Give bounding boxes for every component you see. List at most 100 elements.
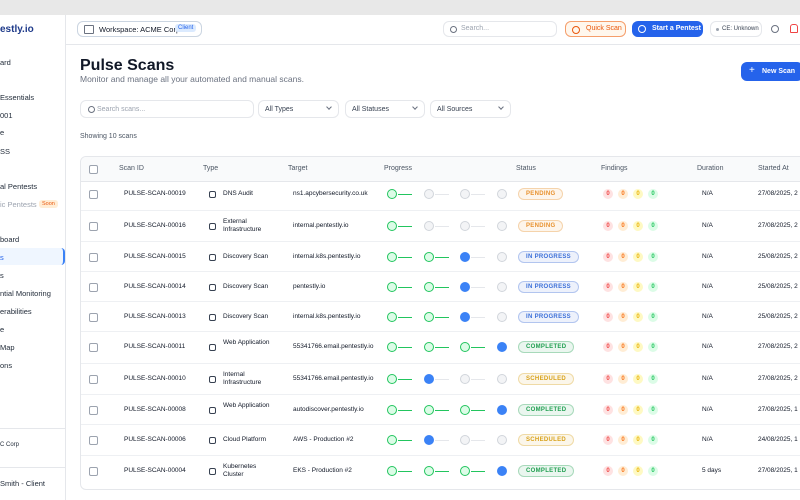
duration: N/A <box>702 436 713 443</box>
progress-step <box>460 405 470 415</box>
type-icon <box>209 437 216 444</box>
progress-step <box>387 374 397 384</box>
finding-count: 0 <box>603 221 613 231</box>
progress-connector <box>434 379 449 380</box>
scan-type: Internal Infrastructure <box>223 371 262 386</box>
status-badge: SCHEDULED <box>518 373 575 385</box>
nav-item[interactable]: 001 <box>0 111 13 120</box>
ce-status[interactable]: CE: Unknown <box>710 21 762 37</box>
column-header: Progress <box>384 165 413 172</box>
chevron <box>326 104 332 110</box>
progress-step <box>423 466 434 476</box>
progress-step <box>496 312 507 322</box>
nav-item[interactable]: Map <box>0 343 15 352</box>
started-at: 25/08/2025, 2 <box>758 283 798 290</box>
help-icon[interactable] <box>771 25 779 33</box>
search-placeholder: Search scans... <box>97 106 146 113</box>
scan-id: PULSE-SCAN-00019 <box>124 190 186 197</box>
filter-label: All Sources <box>437 106 473 113</box>
duration: 5 days <box>702 467 722 474</box>
user-name[interactable]: Smith - Client <box>0 479 46 488</box>
progress-connector <box>398 410 412 411</box>
nav-item[interactable]: Essentials <box>0 93 35 102</box>
checkbox[interactable] <box>89 222 98 231</box>
button-label: New Scan <box>762 68 796 75</box>
progress-step <box>387 342 397 352</box>
checkbox[interactable] <box>89 313 98 322</box>
type-icon <box>209 223 216 230</box>
nav-item[interactable]: e <box>0 128 5 137</box>
quick-scan-button[interactable]: Quick Scan <box>565 21 626 37</box>
progress-connector <box>434 410 449 411</box>
search-placeholder: Search... <box>461 25 490 32</box>
progress-step <box>387 221 397 231</box>
column-header: Scan ID <box>119 165 144 172</box>
start-pentest-button[interactable]: Start a Pentest <box>632 21 703 37</box>
nav-item[interactable]: s <box>0 271 4 280</box>
duration: N/A <box>702 253 713 260</box>
result-count: Showing 10 scans <box>80 133 137 140</box>
status-badge: IN PROGRESS <box>518 281 579 293</box>
target: 55341766.email.pentestly.io <box>293 343 374 350</box>
notification-icon[interactable] <box>790 24 798 33</box>
finding-count: 0 <box>618 435 628 445</box>
search-box[interactable]: Search... <box>443 21 557 37</box>
scan-id: PULSE-SCAN-00016 <box>124 222 186 229</box>
target: autodiscover.pentestly.io <box>293 406 364 413</box>
progress-step <box>496 435 507 445</box>
progress-connector <box>434 257 449 258</box>
checkbox[interactable] <box>89 283 98 292</box>
progress-step <box>387 189 397 199</box>
scan-search[interactable]: Search scans... <box>80 100 254 118</box>
checkbox[interactable] <box>89 165 98 174</box>
checkbox[interactable] <box>89 467 98 476</box>
nav-item[interactable]: e <box>0 325 5 334</box>
duration: N/A <box>702 375 713 382</box>
page-title: Pulse Scans <box>80 57 175 74</box>
nav-item[interactable]: ard <box>0 58 11 67</box>
checkbox[interactable] <box>89 436 98 445</box>
filter-label: All Statuses <box>352 106 389 113</box>
finding-count: 0 <box>603 466 613 476</box>
progress-connector <box>434 471 449 472</box>
nav-item[interactable]: SS <box>0 147 11 156</box>
progress-connector <box>471 287 485 288</box>
progress-step <box>496 405 507 415</box>
nav-item[interactable]: al Pentests <box>0 182 38 191</box>
nav-item[interactable]: ons <box>0 361 13 370</box>
finding-count: 0 <box>648 312 658 322</box>
workspace-selector[interactable]: Workspace: ACME Corp Client <box>77 21 202 37</box>
nav-item[interactable]: board <box>0 235 20 244</box>
progress-connector <box>471 317 485 318</box>
divider <box>0 467 65 468</box>
finding-count: 0 <box>648 252 658 262</box>
scan-id: PULSE-SCAN-00013 <box>124 313 186 320</box>
column-header: Duration <box>697 165 724 172</box>
filter-select[interactable]: All Types <box>258 100 339 118</box>
nav-item[interactable]: erabilities <box>0 307 32 316</box>
nav-item[interactable]: ntial Monitoring <box>0 289 51 298</box>
progress-connector <box>398 257 412 258</box>
checkbox[interactable] <box>89 406 98 415</box>
finding-count: 0 <box>603 189 613 199</box>
started-at: 27/08/2025, 2 <box>758 222 798 229</box>
row-divider <box>81 455 800 456</box>
filter-select[interactable]: All Sources <box>430 100 511 118</box>
progress-step <box>460 189 470 199</box>
progress-step <box>423 252 434 262</box>
icon <box>638 25 646 33</box>
checkbox[interactable] <box>89 375 98 384</box>
finding-count: 0 <box>648 282 658 292</box>
checkbox[interactable] <box>89 253 98 262</box>
row-divider <box>81 424 800 425</box>
checkbox[interactable] <box>89 343 98 352</box>
new-scan-button[interactable]: + New Scan <box>741 62 800 81</box>
checkbox[interactable] <box>89 190 98 199</box>
finding-count: 0 <box>603 252 613 262</box>
nav-item[interactable]: ic Pentests <box>0 200 37 209</box>
finding-count: 0 <box>633 405 643 415</box>
progress-connector <box>471 440 485 441</box>
filter-select[interactable]: All Statuses <box>345 100 425 118</box>
nav-item[interactable]: s <box>0 253 4 262</box>
